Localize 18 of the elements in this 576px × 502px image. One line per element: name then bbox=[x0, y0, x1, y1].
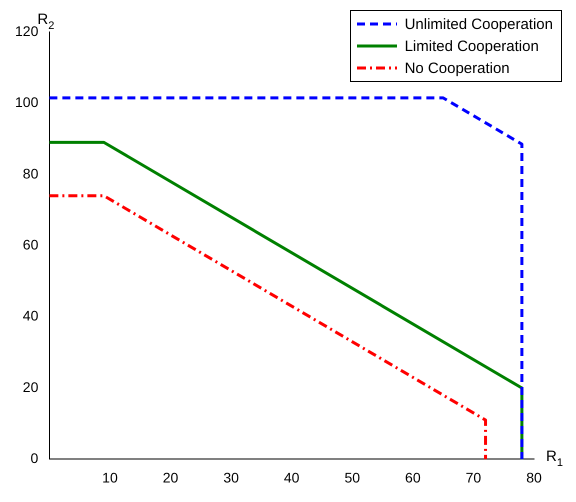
y-tick-label: 80 bbox=[22, 165, 39, 182]
x-tick-label: 50 bbox=[344, 469, 360, 486]
x-tick-label: 70 bbox=[466, 469, 482, 486]
x-tick-label: 20 bbox=[162, 469, 179, 486]
y-tick-label: 0 bbox=[30, 450, 39, 466]
y-tick-label: 120 bbox=[15, 22, 39, 39]
y-tick-label: 100 bbox=[15, 94, 39, 110]
legend-label: Limited Cooperation bbox=[404, 38, 539, 54]
x-tick-label: 10 bbox=[102, 469, 118, 486]
x-tick-label: 40 bbox=[284, 469, 300, 486]
x-tick-label: 80 bbox=[526, 469, 542, 486]
y-tick-label: 60 bbox=[22, 236, 39, 252]
x-tick-label: 60 bbox=[405, 469, 421, 486]
legend-label: No Cooperation bbox=[404, 60, 510, 76]
legend-label: Unlimited Cooperation bbox=[404, 16, 553, 32]
x-tick-label: 30 bbox=[223, 469, 240, 486]
y-tick-label: 20 bbox=[22, 378, 39, 395]
y-tick-label: 40 bbox=[22, 308, 39, 324]
